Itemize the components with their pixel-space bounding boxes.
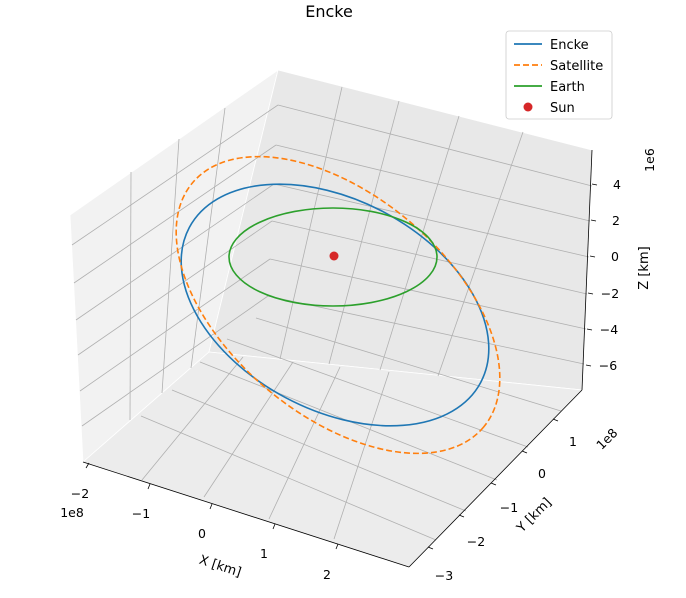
x-tick-labels: −2 −1 0 1 2 1e8	[60, 486, 331, 582]
series-sun	[329, 251, 339, 261]
legend-swatch-sun	[523, 102, 533, 112]
z-tick-labels: −6 −4 −2 0 2 4 1e6	[599, 148, 657, 373]
x-tick-label: 0	[198, 526, 206, 541]
chart-title: Encke	[305, 2, 353, 21]
legend-label-satellite: Satellite	[550, 59, 603, 74]
series-earth	[228, 207, 438, 307]
z-axis-label: Z [km]	[637, 246, 652, 289]
series-satellite	[175, 155, 501, 455]
series-encke	[180, 183, 490, 427]
y-axis-label: Y [km]	[514, 495, 555, 536]
y-axis-line	[408, 389, 583, 568]
legend-label-sun: Sun	[550, 101, 575, 116]
z-tick-label: 4	[613, 177, 621, 192]
legend-label-earth: Earth	[550, 80, 585, 95]
z-tick-label: −2	[601, 286, 619, 301]
tick-marks	[85, 183, 598, 550]
y-tick-label: −3	[435, 568, 453, 583]
legend-box	[505, 30, 613, 120]
y-tick-label: 0	[538, 466, 546, 481]
z-offset-label: 1e6	[642, 148, 657, 172]
x-axis-line	[82, 461, 410, 568]
y-offset-label: 1e8	[593, 425, 620, 452]
legend-label-encke: Encke	[550, 38, 589, 53]
z-tick-label: −6	[599, 358, 617, 373]
y-tick-label: −2	[467, 534, 485, 549]
series-layer	[175, 155, 501, 455]
x-axis-label: X [km]	[197, 553, 243, 581]
z-tick-label: −4	[600, 322, 618, 337]
x-tick-label: 1	[260, 546, 268, 561]
z-tick-label: 0	[611, 249, 619, 264]
y-tick-labels: −3 −2 −1 0 1 1e8	[435, 425, 621, 583]
legend: Encke Satellite Earth Sun	[505, 30, 613, 120]
x-tick-label: 2	[323, 567, 331, 582]
y-tick-label: −1	[500, 500, 518, 515]
z-axis-line	[581, 149, 593, 391]
axes-lines	[82, 149, 593, 568]
z-tick-label: 2	[612, 213, 620, 228]
x-tick-label: −2	[71, 486, 89, 501]
y-tick-label: 1	[569, 434, 577, 449]
x-offset-label: 1e8	[60, 505, 84, 520]
x-tick-label: −1	[132, 506, 150, 521]
